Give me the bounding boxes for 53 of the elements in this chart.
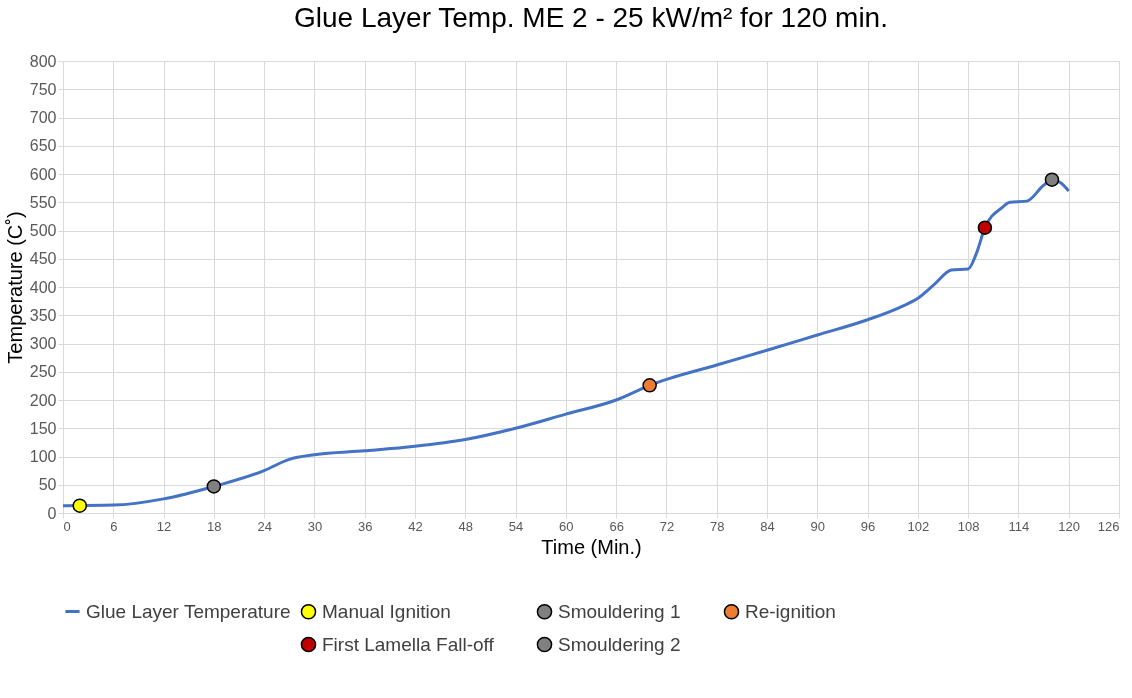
x-tick-label: 12 [156, 518, 172, 534]
x-tick-label: 66 [609, 518, 624, 534]
y-tick-label: 600 [29, 165, 57, 183]
x-tick-label: 96 [860, 518, 876, 534]
legend-label: Smouldering 1 [558, 600, 681, 622]
legend-label: Re-ignition [745, 600, 836, 622]
x-tick-label: 54 [508, 518, 524, 534]
legend-label: First Lamella Fall-off [322, 633, 495, 655]
x-tick-label: 6 [110, 518, 118, 534]
x-axis-title: Time (Min.) [541, 535, 642, 558]
x-tick-label: 84 [760, 518, 775, 534]
x-tick-label: 18 [207, 518, 222, 534]
y-tick-label: 400 [29, 278, 57, 296]
x-tick-label: 42 [408, 518, 423, 534]
y-tick-label: 150 [29, 419, 57, 437]
x-tick-label: 48 [458, 518, 474, 534]
y-tick-label: 750 [29, 80, 57, 98]
legend-label: Manual Ignition [322, 600, 451, 622]
x-tick-label: 36 [357, 518, 373, 534]
x-tick-label: 72 [659, 518, 675, 534]
x-tick-label: 0 [63, 518, 71, 534]
y-tick-label: 100 [29, 448, 57, 465]
y-tick-label: 300 [29, 335, 57, 352]
x-tick-label: 102 [907, 518, 930, 534]
x-tick-label: 120 [1058, 518, 1081, 534]
x-tick-label: 60 [559, 518, 574, 534]
y-tick-label: 0 [47, 504, 57, 522]
point [1044, 172, 1060, 187]
point [977, 220, 993, 235]
y-tick-label: 50 [38, 476, 57, 494]
y-tick-label: 350 [29, 306, 57, 324]
y-tick-label: 200 [29, 391, 57, 409]
x-tick-label: 78 [709, 518, 725, 534]
y-tick-label: 800 [29, 52, 57, 70]
x-tick-label: 114 [1008, 518, 1030, 534]
legend-label: Smouldering 2 [558, 633, 681, 655]
x-tick-label: 90 [810, 518, 826, 534]
chart-title: Glue Layer Temp. ME 2 - 25 kW/m² for 120 min. [294, 2, 888, 33]
y-tick-label: 700 [29, 109, 57, 126]
point [72, 498, 88, 513]
y-tick-label: 650 [29, 137, 57, 155]
y-tick-label: 450 [29, 250, 57, 268]
x-tick-label: 108 [957, 518, 980, 534]
point [206, 479, 222, 494]
legend-label: Glue Layer Temperature [86, 600, 291, 622]
x-tick-label: 30 [307, 518, 323, 534]
x-tick-label: 126 [1097, 518, 1120, 534]
point [642, 378, 657, 393]
y-tick-label: 550 [29, 193, 57, 211]
y-tick-label: 250 [29, 363, 57, 381]
y-axis-title: Temperature (C˚) [3, 211, 26, 364]
x-tick-label: 24 [257, 518, 272, 534]
y-tick-label: 500 [29, 222, 57, 239]
